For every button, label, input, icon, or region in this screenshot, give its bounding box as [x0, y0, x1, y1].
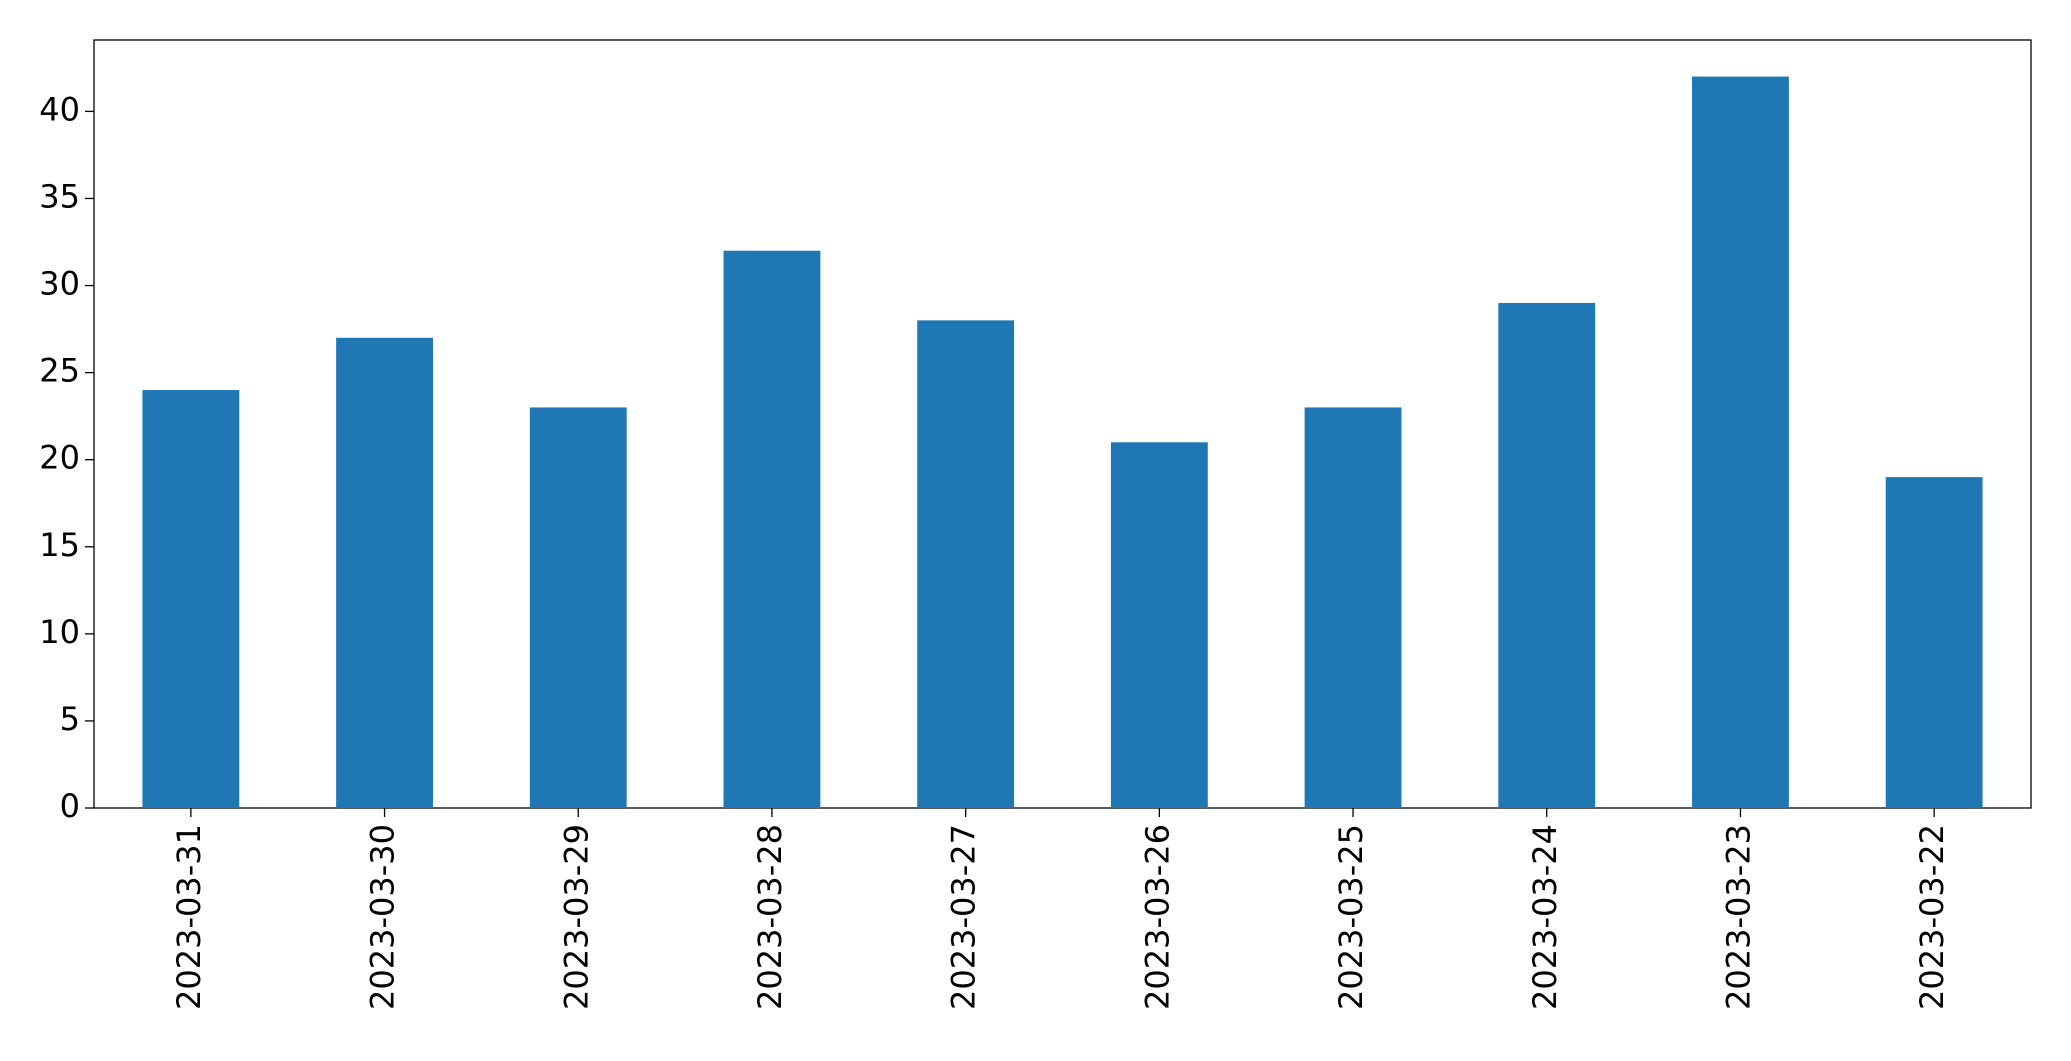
bar: [1498, 302, 1596, 808]
y-tick-label: 40: [39, 90, 80, 128]
bar: [723, 250, 821, 809]
y-tick-label: 30: [39, 265, 80, 303]
x-tick-label: 2023-03-31: [170, 824, 208, 1010]
x-tick-label: 2023-03-29: [557, 824, 595, 1010]
x-tick-label: 2023-03-22: [1913, 824, 1951, 1010]
x-tick-label: 2023-03-23: [1719, 824, 1757, 1010]
x-tick-label: 2023-03-24: [1526, 824, 1564, 1010]
x-tick-label: 2023-03-27: [945, 824, 983, 1010]
y-tick-label: 10: [39, 613, 80, 651]
y-tick-label: 15: [39, 526, 80, 564]
x-tick-label: 2023-03-26: [1138, 824, 1176, 1010]
y-tick-label: 25: [39, 352, 80, 390]
bar: [1110, 442, 1208, 808]
y-tick-label: 5: [60, 700, 80, 738]
bar: [142, 390, 240, 808]
plot-frame: [93, 39, 2032, 809]
bar: [529, 407, 627, 808]
x-tick-label: 2023-03-28: [751, 824, 789, 1010]
bar: [1692, 76, 1789, 809]
bar: [917, 320, 1015, 808]
x-tick-label: 2023-03-30: [364, 824, 402, 1010]
y-tick-label: 35: [39, 177, 80, 215]
bar: [1304, 407, 1402, 808]
bar: [1885, 477, 1983, 808]
y-tick-label: 0: [60, 787, 80, 825]
y-tick-label: 20: [39, 439, 80, 477]
bar: [336, 337, 433, 808]
x-tick-label: 2023-03-25: [1332, 824, 1370, 1010]
